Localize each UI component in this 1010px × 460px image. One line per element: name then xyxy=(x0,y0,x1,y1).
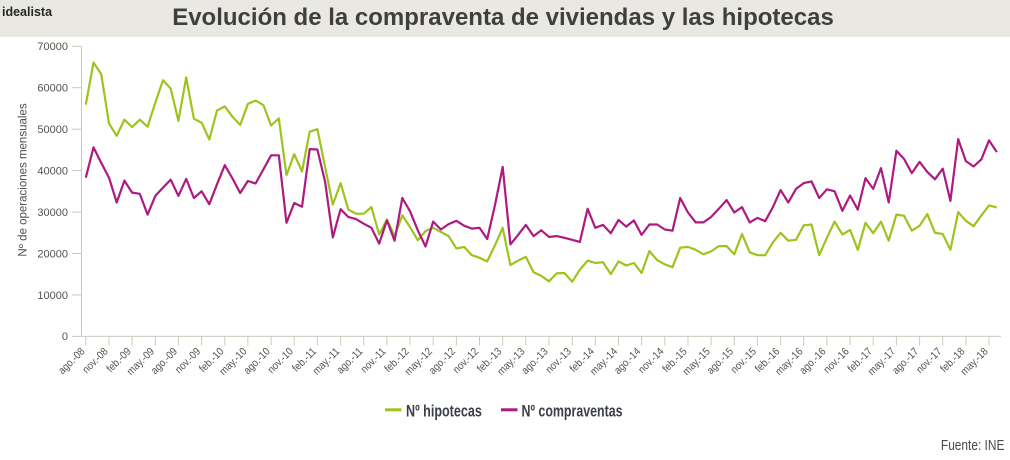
svg-text:nov.-15: nov.-15 xyxy=(729,346,759,376)
svg-text:50000: 50000 xyxy=(37,124,68,136)
svg-text:10000: 10000 xyxy=(37,290,68,302)
svg-text:nov.-09: nov.-09 xyxy=(173,346,203,376)
svg-text:nov.-16: nov.-16 xyxy=(822,346,852,376)
svg-text:ago.-15: ago.-15 xyxy=(705,346,736,377)
svg-text:ago.-10: ago.-10 xyxy=(242,346,273,377)
svg-text:ago.-13: ago.-13 xyxy=(520,346,551,377)
svg-text:ago.-17: ago.-17 xyxy=(890,346,921,377)
svg-text:70000: 70000 xyxy=(37,41,68,53)
svg-text:nov.-12: nov.-12 xyxy=(451,346,481,376)
svg-text:nov.-13: nov.-13 xyxy=(544,346,574,376)
svg-text:40000: 40000 xyxy=(37,165,68,177)
svg-text:ago.-08: ago.-08 xyxy=(57,346,88,377)
svg-text:nov.-10: nov.-10 xyxy=(266,346,296,376)
svg-text:ago.-16: ago.-16 xyxy=(798,346,829,377)
svg-text:nov.-14: nov.-14 xyxy=(636,346,666,376)
svg-text:ago.-09: ago.-09 xyxy=(149,346,180,377)
svg-text:20000: 20000 xyxy=(37,248,68,260)
svg-text:may.-11: may.-11 xyxy=(311,346,343,378)
svg-text:Nº hipotecas: Nº hipotecas xyxy=(406,402,482,421)
svg-text:Nº compraventas: Nº compraventas xyxy=(522,403,623,421)
svg-text:ago.-12: ago.-12 xyxy=(427,346,458,377)
svg-text:nov.-11: nov.-11 xyxy=(359,346,389,376)
svg-text:nov.-17: nov.-17 xyxy=(914,346,944,376)
svg-text:ago.-14: ago.-14 xyxy=(612,346,643,377)
svg-text:60000: 60000 xyxy=(37,83,68,95)
svg-text:ago.-11: ago.-11 xyxy=(335,346,366,377)
svg-text:30000: 30000 xyxy=(37,207,68,219)
svg-text:0: 0 xyxy=(62,331,68,343)
svg-text:Nº de operaciones mensuales: Nº de operaciones mensuales xyxy=(18,103,30,256)
svg-text:nov.-08: nov.-08 xyxy=(81,346,111,376)
